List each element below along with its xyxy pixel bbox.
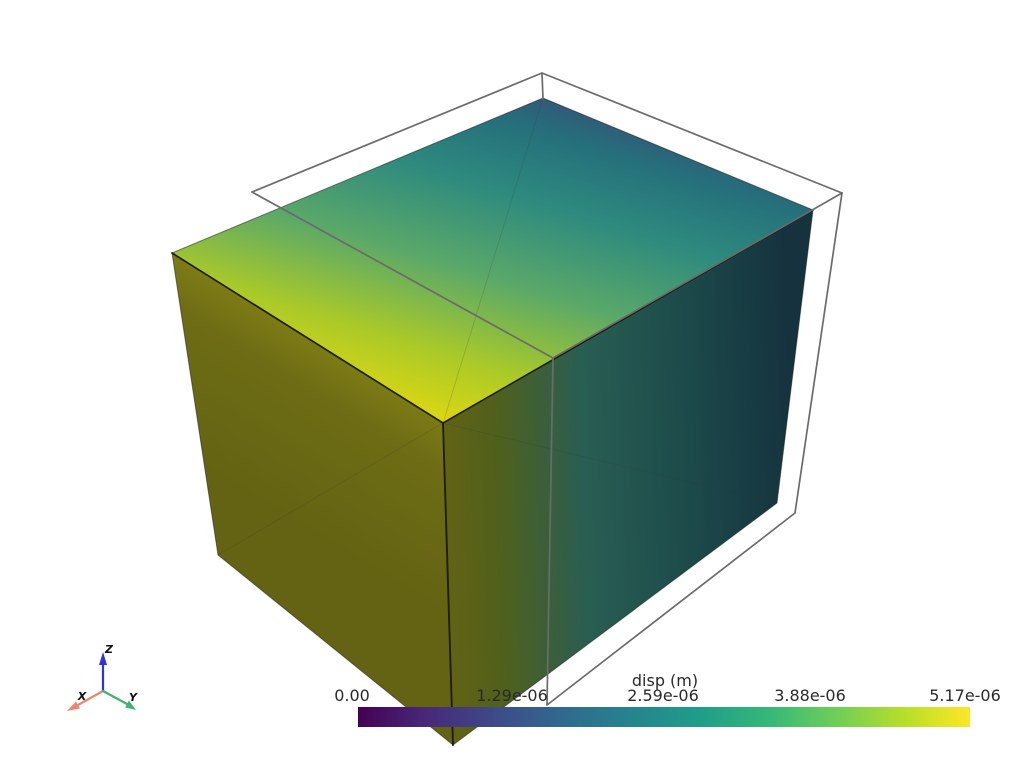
outline-front-right-edges: [546, 192, 843, 706]
scalar-bar-label-0: 0.00: [334, 686, 370, 705]
undeformed-outline: [251, 72, 843, 706]
x-arrowhead-icon: [67, 701, 80, 711]
scalar-bar-label-1: 1.29e-06: [476, 686, 548, 705]
cube-top-face: [172, 98, 813, 423]
scalar-bar-label-4: 5.17e-06: [929, 686, 1001, 705]
cube-left-face: [172, 253, 453, 745]
z-arrowhead-icon: [99, 652, 107, 665]
x-axis-label: X: [77, 690, 87, 703]
z-axis-arrow: [99, 652, 107, 693]
scalar-bar-label-3: 3.88e-06: [774, 686, 846, 705]
scalar-bar[interactable]: disp (m) 0.00 1.29e-06 2.59e-06 3.88e-06…: [334, 671, 1001, 727]
deformed-cube: [171, 97, 814, 746]
outline-back-vertical-edge: [541, 72, 544, 100]
orientation-axes-widget: X Y Z: [67, 643, 138, 711]
y-axis-arrow: [101, 689, 136, 710]
x-axis-arrow: [67, 689, 105, 711]
scalar-bar-label-2: 2.59e-06: [627, 686, 699, 705]
scalar-bar-title: disp (m): [632, 671, 698, 690]
cube-face-seams: [217, 97, 778, 556]
scalar-bar-ramp[interactable]: [358, 707, 970, 727]
y-arrowhead-icon: [125, 700, 136, 710]
cube-right-face: [443, 210, 813, 745]
z-axis-label: Z: [104, 643, 114, 656]
y-axis-label: Y: [129, 691, 138, 704]
